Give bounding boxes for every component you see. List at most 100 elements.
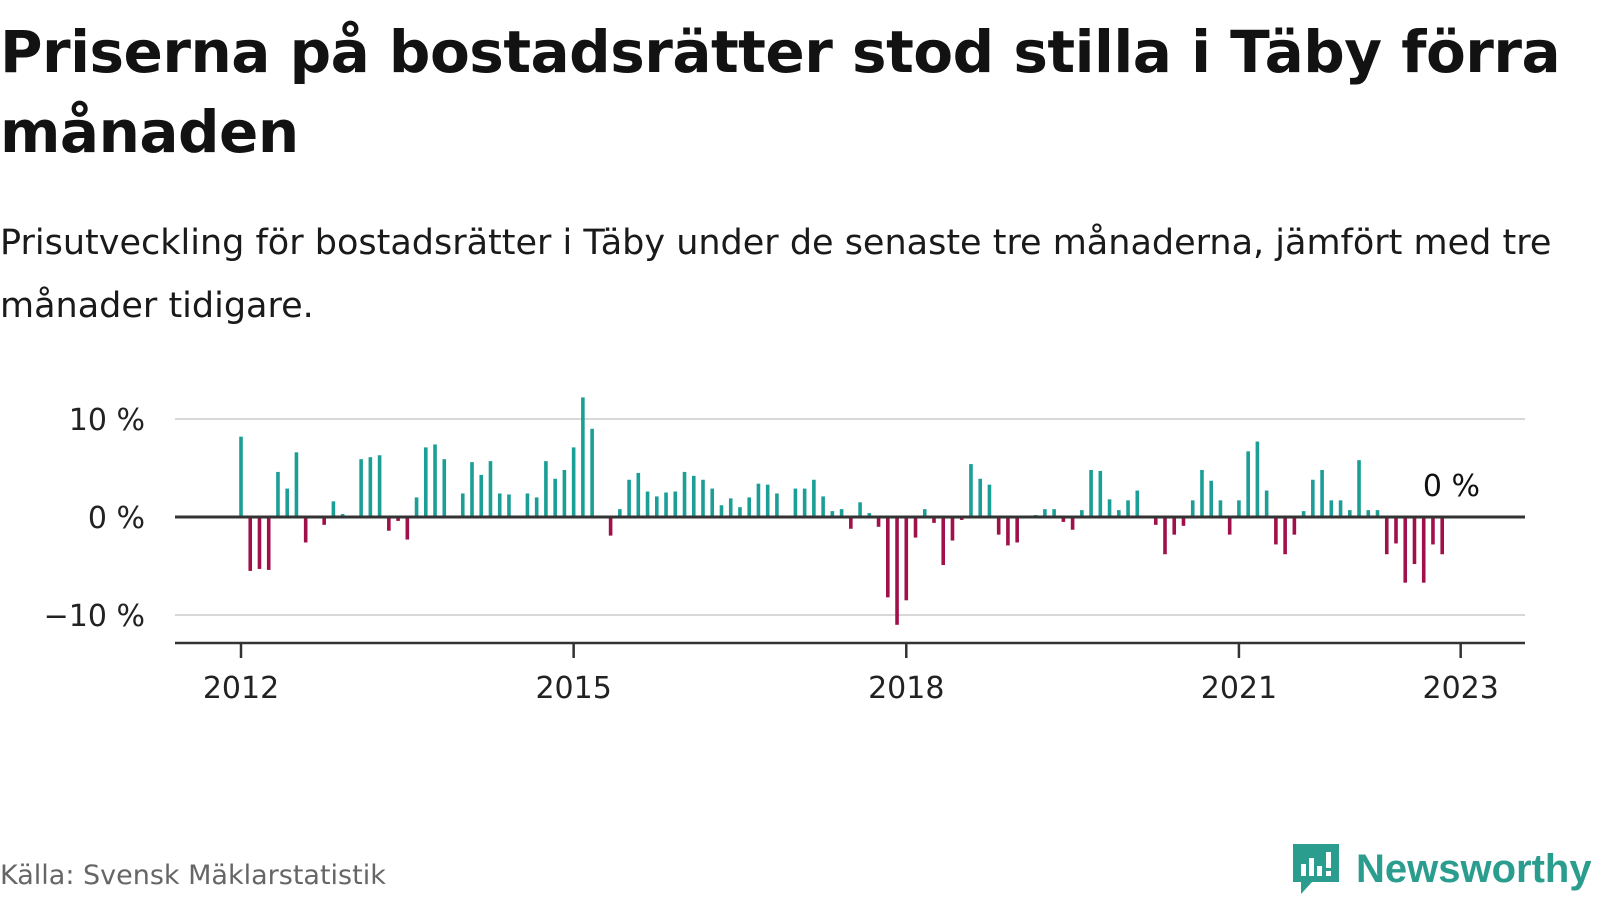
- bar: [1440, 517, 1444, 555]
- bar: [1394, 517, 1398, 544]
- bar: [1338, 500, 1343, 517]
- bar: [424, 447, 428, 517]
- bar: [1264, 490, 1269, 517]
- bar: [636, 472, 641, 517]
- bar: [525, 493, 530, 517]
- bar: [359, 459, 363, 517]
- chart-title: Priserna på bostadsrätter stod stilla i …: [0, 18, 1561, 166]
- bar: [886, 517, 890, 598]
- bar: [562, 469, 567, 517]
- bar: [553, 478, 557, 517]
- bar: [627, 479, 631, 517]
- brand-name: Newsworthy: [1356, 846, 1592, 891]
- bar: [719, 505, 724, 517]
- bar: [1181, 517, 1186, 526]
- bar: [1274, 517, 1278, 545]
- bar: [590, 428, 594, 517]
- bar: [285, 488, 289, 517]
- bar: [756, 483, 761, 517]
- bar: [1412, 517, 1417, 565]
- bar: [682, 471, 687, 517]
- bar: [497, 493, 502, 517]
- bar: [1163, 517, 1167, 555]
- bar: [1357, 460, 1361, 517]
- bar: [701, 479, 705, 517]
- bars: [239, 397, 1444, 625]
- bar: [276, 471, 280, 517]
- bar: [664, 492, 668, 517]
- chart-subtitle: Prisutveckling för bostadsrätter i Täby …: [0, 223, 1552, 326]
- bar: [1311, 479, 1315, 517]
- bar: [922, 509, 927, 517]
- bar: [1015, 517, 1019, 543]
- bar: [1135, 490, 1140, 517]
- axis-labels: 10 % 0 % −10 % 2012 2015 2018 2021 2023 0 %: [44, 403, 1499, 706]
- x-tick-label: 2021: [1201, 671, 1277, 706]
- brand[interactable]: Newsworthy: [1290, 838, 1592, 900]
- bar: [1052, 509, 1056, 517]
- bar: [1126, 500, 1130, 517]
- bar: [1366, 510, 1371, 517]
- bar: [488, 461, 493, 517]
- bar: [1320, 469, 1324, 517]
- x-tick-label: 2018: [868, 671, 944, 706]
- bar: [396, 517, 400, 521]
- bar: [1172, 517, 1177, 535]
- bar: [1329, 500, 1334, 517]
- bar: [331, 501, 336, 517]
- bar: [1190, 500, 1195, 517]
- bar: [1292, 517, 1297, 535]
- bar: [368, 457, 373, 517]
- bar: [1218, 500, 1223, 517]
- bar: [913, 517, 918, 538]
- bar: [1246, 451, 1250, 517]
- bar: [1384, 517, 1389, 555]
- gridlines: [175, 418, 1525, 616]
- bar: [876, 517, 881, 527]
- bar: [858, 502, 862, 517]
- x-tick-label: 2012: [203, 671, 279, 706]
- bar: [544, 461, 548, 517]
- y-tick-label: 0 %: [88, 501, 145, 536]
- bar: [1431, 517, 1435, 545]
- bar: [571, 447, 576, 517]
- bar: [1006, 517, 1010, 546]
- bar: [1237, 500, 1241, 517]
- latest-value-label: 0 %: [1423, 469, 1480, 504]
- bar: [1107, 499, 1112, 517]
- bar: [1348, 510, 1352, 517]
- bar: [645, 491, 650, 517]
- bar: [812, 479, 816, 517]
- x-tick-label: 2015: [535, 671, 611, 706]
- bar: [691, 475, 696, 517]
- bar: [655, 496, 659, 517]
- bar: [1080, 510, 1084, 517]
- bar: [747, 497, 751, 517]
- bar: [534, 497, 539, 517]
- bar: [978, 478, 982, 517]
- bar: [1117, 510, 1121, 517]
- bar: [1153, 517, 1158, 525]
- bar: [1301, 511, 1306, 517]
- y-tick-label: 10 %: [69, 403, 145, 438]
- bar: [839, 509, 844, 517]
- bar: [775, 493, 779, 517]
- bar: [802, 488, 807, 517]
- bar: [257, 517, 262, 569]
- bar: [608, 517, 613, 536]
- bar: [377, 455, 382, 517]
- bar: [1403, 517, 1408, 583]
- bar: [673, 491, 678, 517]
- bar: [266, 517, 271, 570]
- bar: [849, 517, 853, 529]
- bar: [1209, 480, 1213, 517]
- bar: [433, 444, 437, 517]
- source-note: Källa: Svensk Mäklarstatistik: [0, 860, 386, 891]
- bar: [996, 517, 1001, 535]
- bar: [581, 397, 585, 517]
- bar: [830, 511, 835, 517]
- bar: [303, 517, 308, 543]
- bar: [405, 517, 410, 540]
- bar: [442, 459, 447, 517]
- bar: [239, 436, 243, 517]
